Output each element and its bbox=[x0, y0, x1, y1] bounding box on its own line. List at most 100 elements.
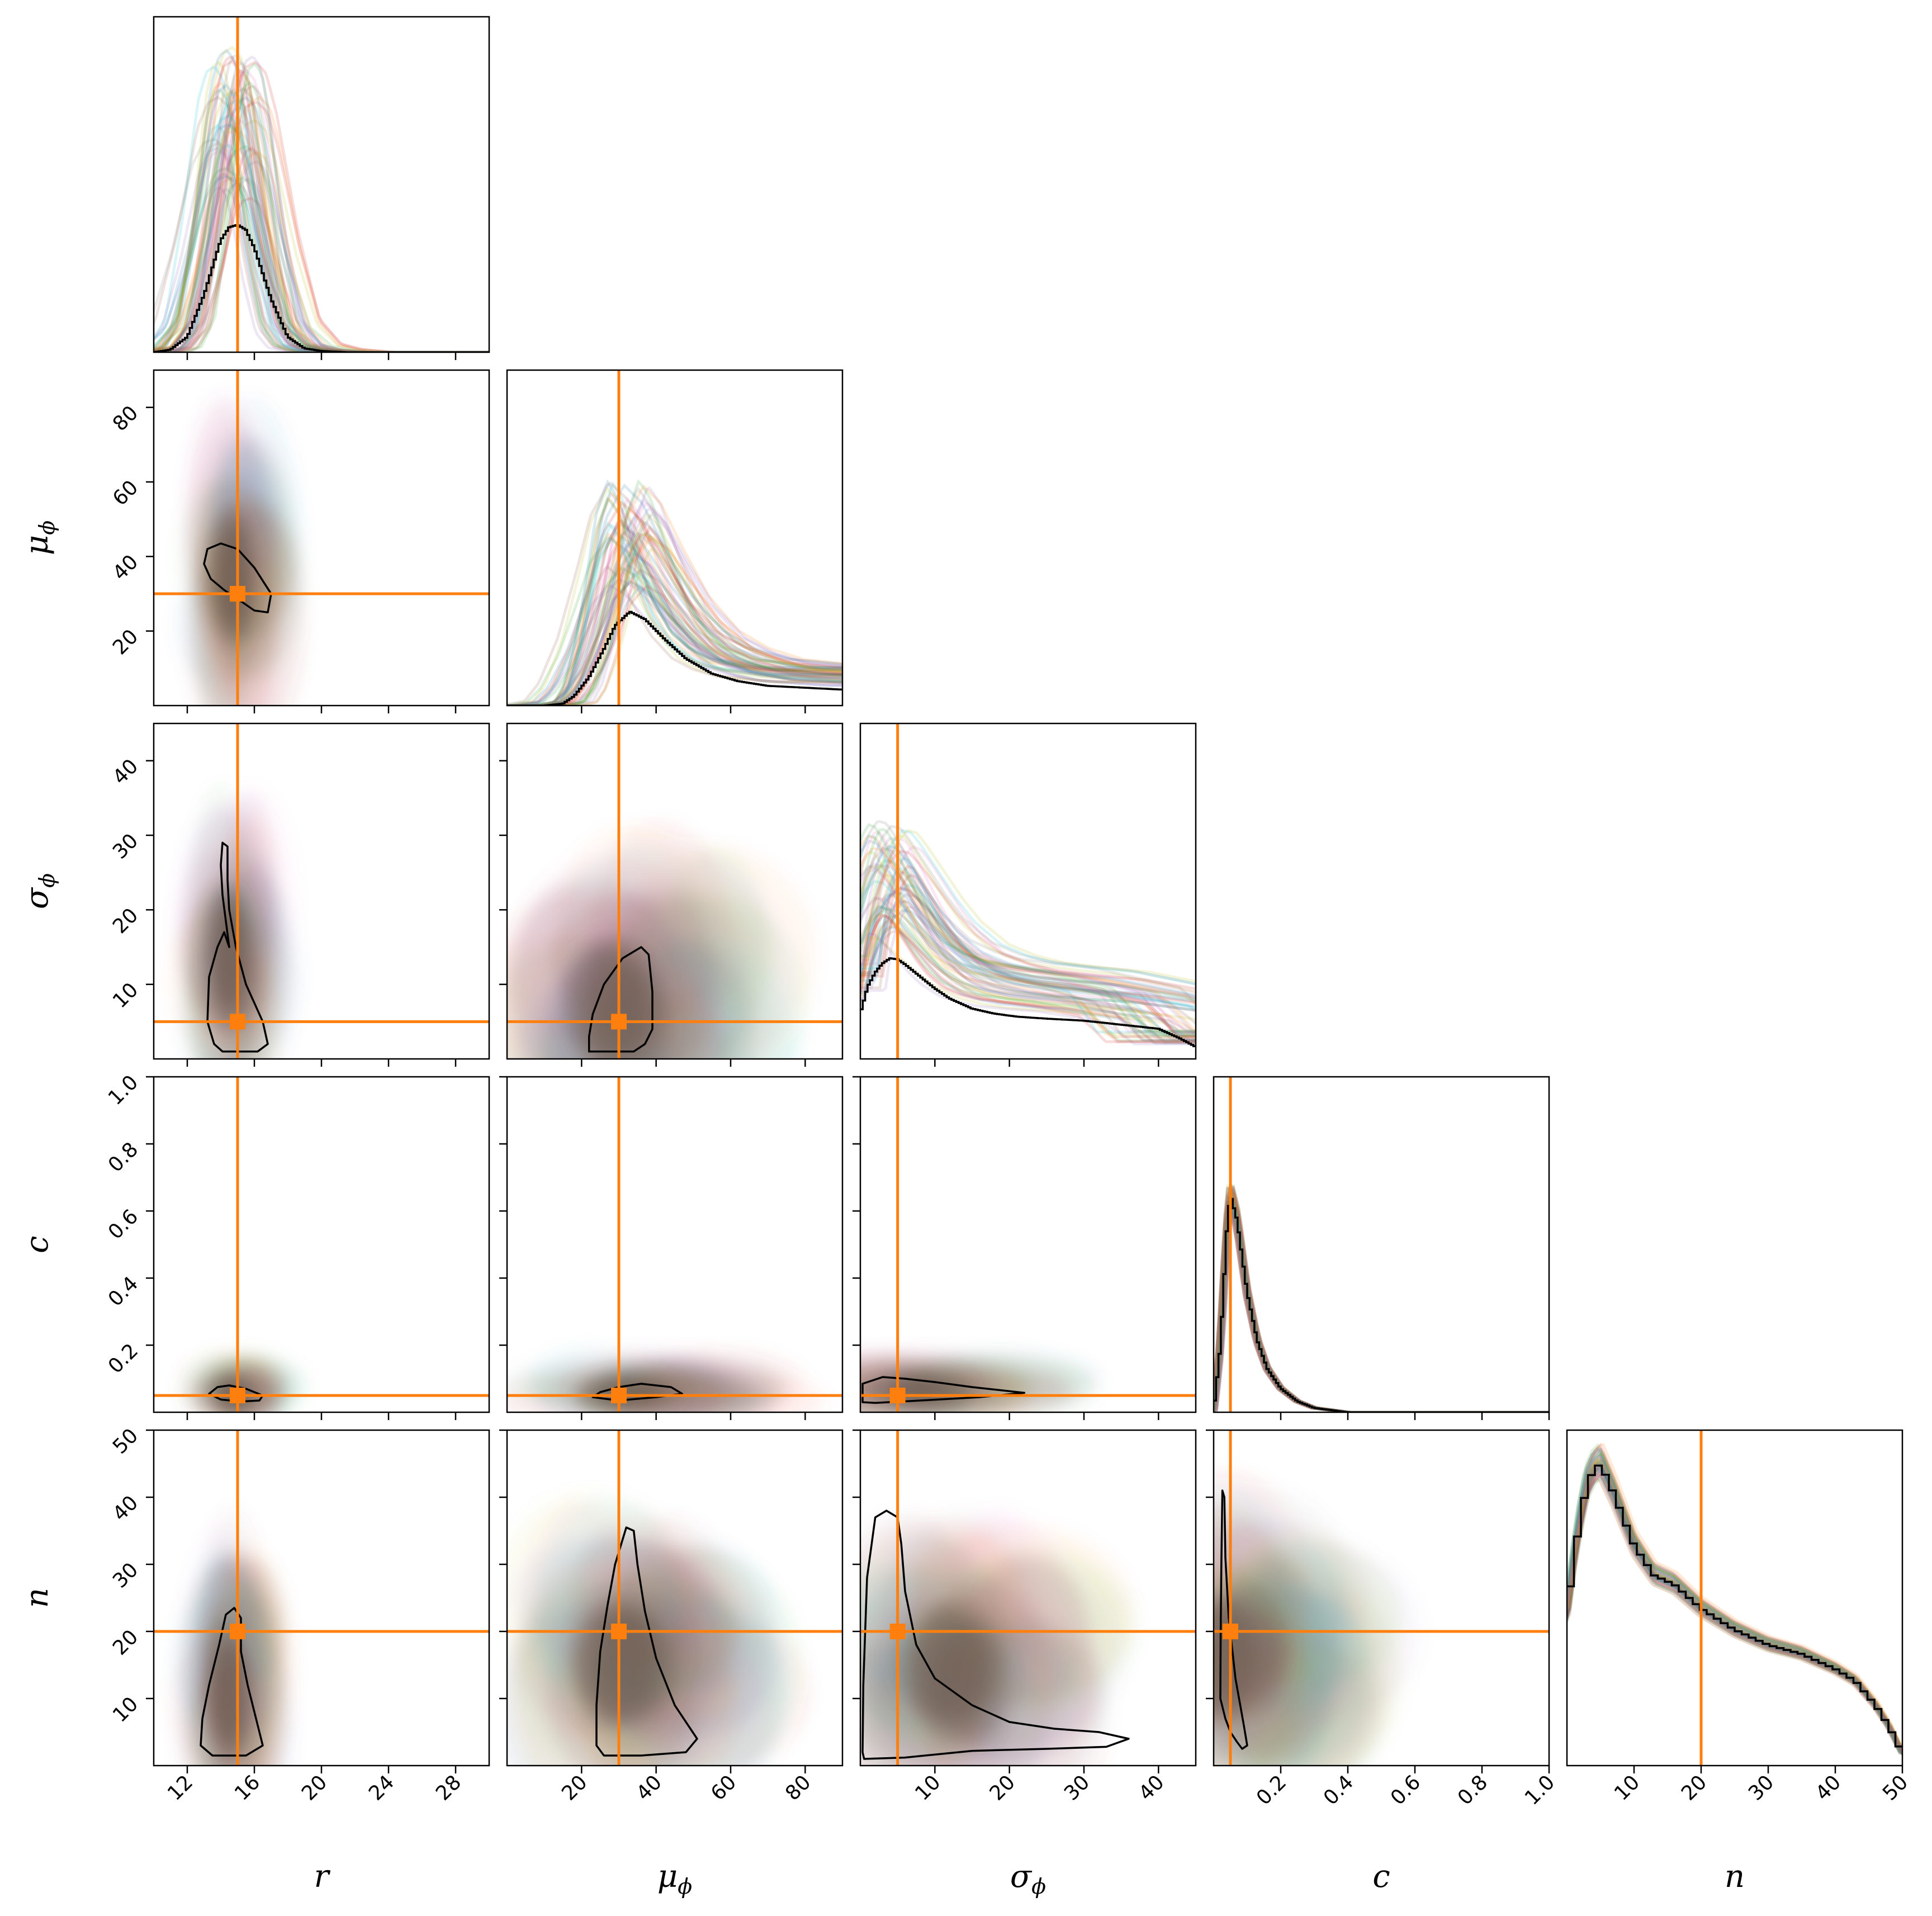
sample-pdf-mu_phi-29 bbox=[507, 552, 842, 706]
sample-pdf-c-57 bbox=[1214, 1186, 1549, 1412]
x-tick-label-c: 0.2 bbox=[1252, 1771, 1291, 1809]
sample-pdf-c-32 bbox=[1214, 1200, 1549, 1412]
sample-pdf-n-47 bbox=[1567, 1478, 1902, 1756]
truth-marker bbox=[889, 1624, 906, 1639]
y-tick-label-sigma_phi: 40 bbox=[108, 755, 143, 789]
x-tick-label-sigma_phi: 30 bbox=[1060, 1771, 1094, 1805]
mean-pdf-sigma_phi bbox=[860, 957, 1196, 1047]
diag-panel-c bbox=[1214, 1077, 1549, 1412]
y-tick-label-sigma_phi: 30 bbox=[108, 829, 143, 863]
sample-pdf-n-58 bbox=[1567, 1451, 1902, 1749]
sample-pdf-sigma_phi-33 bbox=[860, 865, 1196, 1038]
sample-pdf-sigma_phi-43 bbox=[860, 873, 1196, 1038]
truth-marker bbox=[611, 1014, 627, 1030]
y-tick-label-sigma_phi: 10 bbox=[108, 978, 143, 1013]
sample-pdf-mu_phi-33 bbox=[507, 500, 842, 706]
sample-pdf-r-8 bbox=[154, 119, 489, 352]
sample-pdf-sigma_phi-27 bbox=[860, 896, 1196, 1041]
sample-pdf-c-0 bbox=[1214, 1182, 1549, 1412]
sample-pdf-c-29 bbox=[1214, 1196, 1549, 1412]
sample-pdf-sigma_phi-15 bbox=[860, 864, 1196, 1025]
axis-title-sigma_phi: σϕ bbox=[1010, 1858, 1046, 1899]
sample-pdf-sigma_phi-35 bbox=[860, 930, 1196, 1037]
truth-marker bbox=[230, 1014, 245, 1030]
sample-pdf-r-24 bbox=[154, 160, 489, 352]
contour-sigma_phi-vs-mu_phi bbox=[588, 946, 654, 1053]
sample-pdf-sigma_phi-14 bbox=[860, 863, 1196, 999]
diag-panel-r bbox=[154, 17, 489, 352]
sample-pdf-c-21 bbox=[1214, 1196, 1549, 1412]
x-tick-label-c: 0.6 bbox=[1386, 1771, 1425, 1809]
sample-pdf-n-28 bbox=[1567, 1453, 1902, 1750]
sample-pdf-mu_phi-45 bbox=[507, 565, 842, 706]
sample-pdf-sigma_phi-10 bbox=[860, 886, 1196, 1002]
x-tick-label-c: 0.8 bbox=[1453, 1771, 1492, 1809]
sample-pdf-sigma_phi-41 bbox=[860, 873, 1196, 1038]
sample-pdf-r-18 bbox=[154, 60, 489, 352]
sample-pdf-c-30 bbox=[1214, 1193, 1549, 1412]
panel-c-vs-mu_phi bbox=[507, 1077, 842, 1412]
panel-frame bbox=[506, 1076, 844, 1413]
sample-pdf-n-31 bbox=[1567, 1476, 1902, 1756]
sample-pdf-mu_phi-40 bbox=[507, 483, 842, 706]
sample-pdf-r-21 bbox=[154, 81, 489, 352]
y-tick-label-sigma_phi: 20 bbox=[108, 904, 143, 938]
sample-pdf-sigma_phi-48 bbox=[860, 925, 1196, 1021]
sample-pdf-c-54 bbox=[1214, 1199, 1549, 1412]
y-tick-label-n: 10 bbox=[108, 1692, 143, 1726]
sample-pdf-n-59 bbox=[1567, 1454, 1902, 1755]
sample-pdf-mu_phi-56 bbox=[507, 543, 842, 706]
sample-pdf-sigma_phi-58 bbox=[860, 864, 1196, 1037]
diag-panel-mu_phi bbox=[507, 370, 842, 706]
sample-pdf-mu_phi-32 bbox=[507, 531, 842, 706]
sample-pdf-sigma_phi-52 bbox=[860, 828, 1196, 1033]
sample-pdf-r-39 bbox=[154, 114, 489, 352]
y-tick-label-c: 1.0 bbox=[104, 1071, 143, 1109]
sample-pdf-sigma_phi-59 bbox=[860, 857, 1196, 1037]
panel-n-vs-r bbox=[154, 1430, 489, 1766]
sample-pdf-sigma_phi-31 bbox=[860, 834, 1196, 1033]
sample-pdf-sigma_phi-55 bbox=[860, 871, 1196, 1038]
x-tick-label-n: 20 bbox=[1677, 1771, 1711, 1805]
sample-pdf-n-23 bbox=[1567, 1442, 1902, 1754]
sample-pdf-mu_phi-37 bbox=[507, 486, 842, 706]
sample-pdf-mu_phi-18 bbox=[507, 558, 842, 706]
axis-title-r: r bbox=[314, 1858, 331, 1895]
sample-pdf-c-17 bbox=[1214, 1199, 1549, 1412]
sample-pdf-mu_phi-25 bbox=[507, 568, 842, 706]
sample-pdf-sigma_phi-51 bbox=[860, 847, 1196, 1006]
axis-title-n: n bbox=[1725, 1858, 1745, 1895]
truth-marker bbox=[230, 1624, 245, 1639]
x-tick-label-n: 30 bbox=[1744, 1771, 1778, 1805]
y-tick-label-n: 20 bbox=[108, 1625, 143, 1659]
panel-frame bbox=[1213, 1429, 1550, 1767]
sample-pdf-sigma_phi-54 bbox=[860, 932, 1196, 1045]
truth-marker bbox=[611, 1388, 627, 1403]
sample-pdf-mu_phi-52 bbox=[507, 498, 842, 706]
truth-marker bbox=[230, 586, 245, 602]
sample-pdf-mu_phi-3 bbox=[507, 530, 842, 706]
sample-pdf-sigma_phi-20 bbox=[860, 926, 1196, 1045]
sample-pdf-mu_phi-55 bbox=[507, 519, 842, 706]
sample-pdf-c-55 bbox=[1214, 1193, 1549, 1412]
sample-pdf-mu_phi-30 bbox=[507, 479, 842, 706]
sample-pdf-c-25 bbox=[1214, 1195, 1549, 1412]
sample-pdf-mu_phi-48 bbox=[507, 546, 842, 706]
panel-mu_phi-vs-r bbox=[154, 370, 489, 706]
x-tick-label-n: 40 bbox=[1811, 1771, 1845, 1805]
sample-pdf-r-51 bbox=[154, 150, 489, 352]
mean-pdf-mu_phi bbox=[507, 611, 842, 706]
sample-pdf-sigma_phi-18 bbox=[860, 850, 1196, 1035]
sample-pdf-r-13 bbox=[154, 55, 489, 352]
sample-pdf-c-37 bbox=[1214, 1191, 1549, 1412]
sample-pdf-r-23 bbox=[154, 61, 489, 352]
sample-pdf-sigma_phi-47 bbox=[860, 893, 1196, 1004]
x-tick-label-mu_phi: 60 bbox=[707, 1771, 741, 1805]
sample-pdf-n-12 bbox=[1567, 1449, 1902, 1754]
sample-pdf-mu_phi-0 bbox=[507, 523, 842, 706]
sample-pdf-r-40 bbox=[154, 175, 489, 352]
sample-pdf-c-47 bbox=[1214, 1201, 1549, 1412]
sample-pdf-n-51 bbox=[1567, 1472, 1902, 1755]
sample-pdf-r-2 bbox=[154, 62, 489, 352]
sample-pdf-r-10 bbox=[154, 96, 489, 352]
